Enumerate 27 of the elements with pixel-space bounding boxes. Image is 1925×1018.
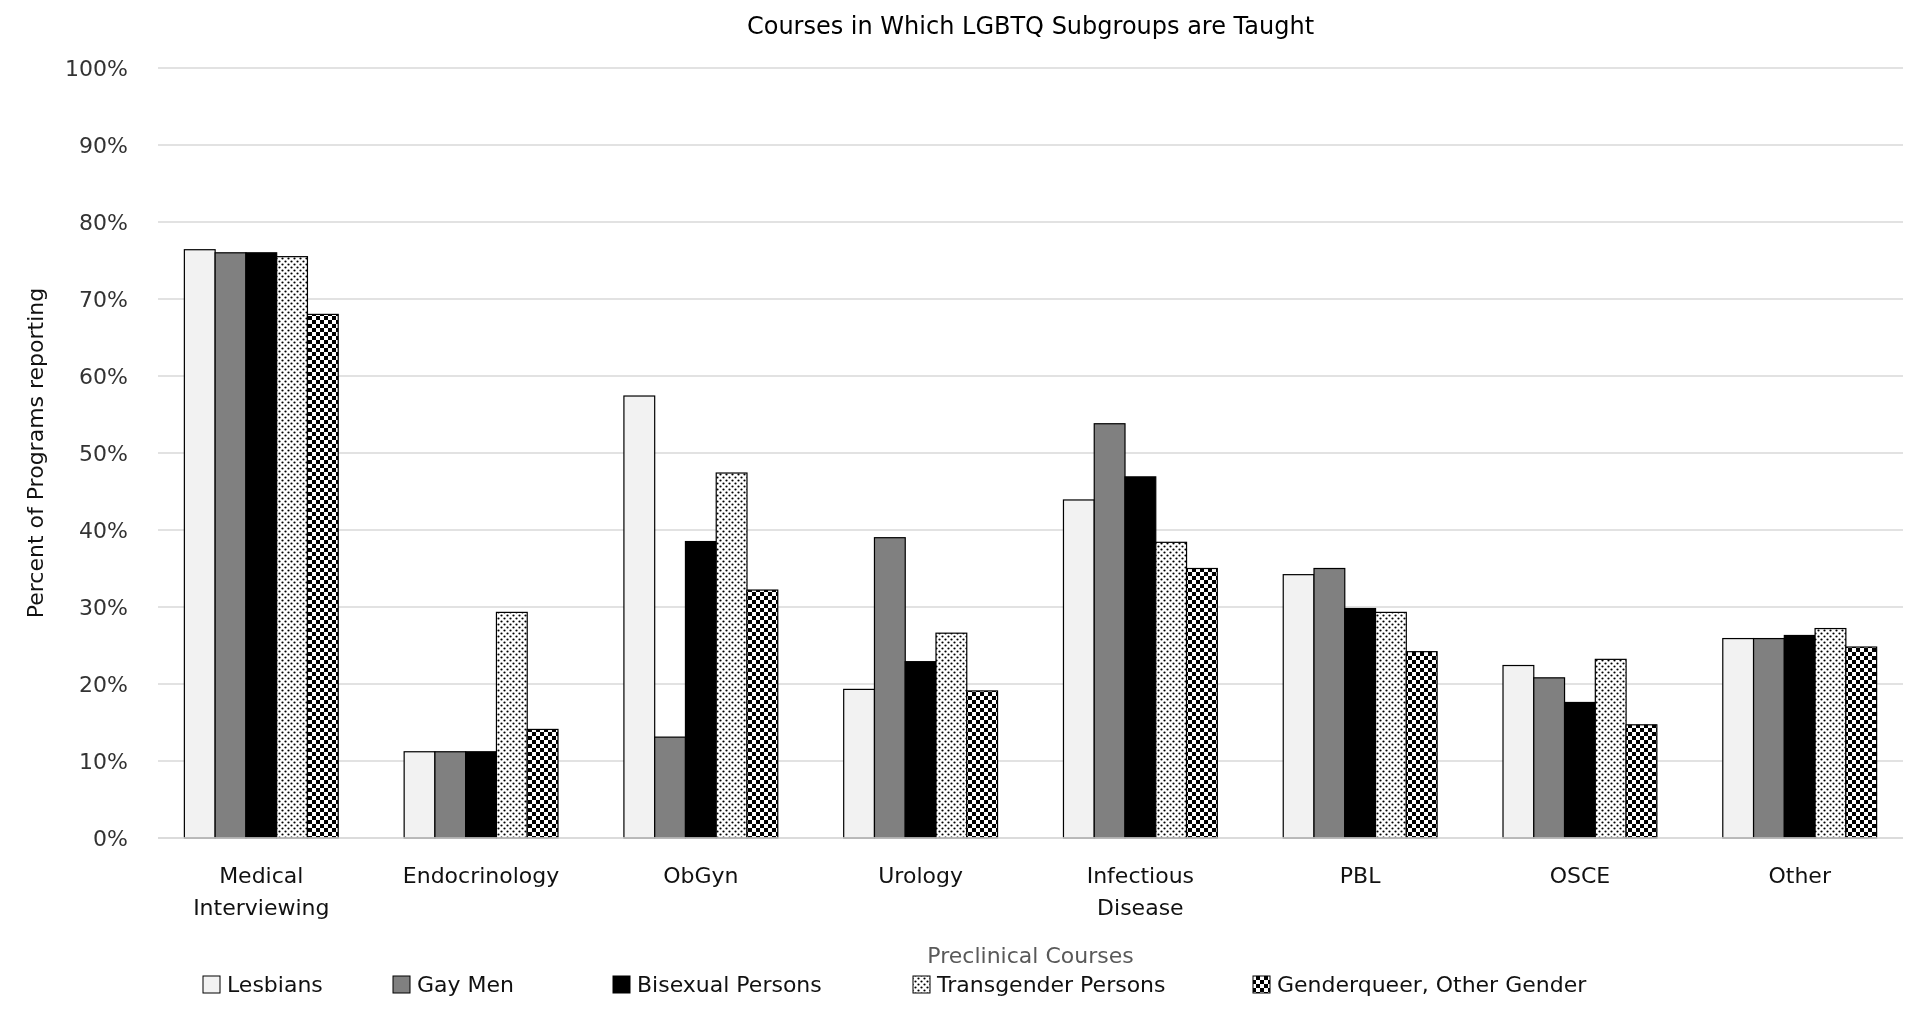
legend-label: Transgender Persons — [936, 972, 1166, 997]
x-tick-label: ObGyn — [663, 863, 739, 888]
y-axis-title: Percent of Programs reporting — [23, 287, 48, 619]
chart-title: Courses in Which LGBTQ Subgroups are Taught — [746, 12, 1315, 40]
y-tick-label: 80% — [79, 209, 128, 235]
x-tick-label: Other — [1768, 863, 1832, 888]
y-tick-label: 70% — [79, 286, 128, 312]
x-tick-label: Infectious Disease — [1086, 863, 1195, 920]
y-tick-label: 40% — [79, 517, 128, 543]
y-tick-label: 20% — [79, 671, 128, 697]
y-tick-label: 100% — [65, 55, 128, 81]
legend-label: Gay Men — [417, 972, 515, 997]
x-tick-label: Medical Interviewing — [193, 863, 330, 920]
x-tick-label: Urology — [878, 863, 963, 888]
legend-label: Lesbians — [227, 972, 323, 997]
x-tick-label: PBL — [1339, 863, 1382, 888]
y-tick-label: 60% — [79, 363, 128, 389]
y-tick-label: 10% — [79, 748, 128, 774]
y-tick-label: 30% — [79, 594, 128, 620]
legend-label: Genderqueer, Other Gender — [1277, 972, 1588, 997]
y-tick-label: 50% — [79, 440, 128, 466]
y-tick-label: 90% — [79, 132, 128, 158]
x-tick-label: Endocrinology — [402, 863, 560, 888]
x-axis-title: Preclinical Courses — [927, 943, 1134, 968]
x-tick-label: OSCE — [1549, 863, 1611, 888]
y-tick-label: 0% — [93, 825, 128, 851]
legend-label: Bisexual Persons — [637, 972, 822, 997]
